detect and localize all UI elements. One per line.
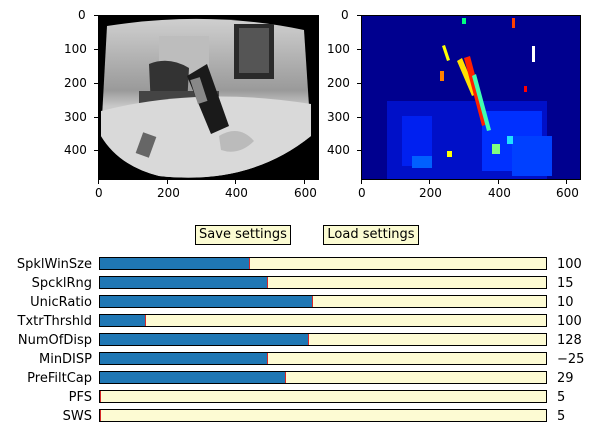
left-ytick-label: 200 [64, 76, 87, 90]
slider-track[interactable] [99, 409, 547, 422]
grayscale-camera-frame-icon [101, 18, 311, 178]
right-ytick-label: 200 [327, 76, 350, 90]
slider-label: NumOfDisp [17, 333, 92, 348]
right-xtick-label: 200 [419, 186, 442, 200]
slider-handle[interactable] [100, 410, 101, 421]
left-xtick-label: 400 [225, 186, 248, 200]
slider-track[interactable] [99, 295, 547, 308]
slider-track[interactable] [99, 371, 547, 384]
slider-track[interactable] [99, 276, 547, 289]
slider-value: 100 [557, 257, 582, 272]
slider-value: 100 [557, 314, 582, 329]
slider-row-txtrthrshld: TxtrThrshld 100 [0, 313, 596, 332]
slider-label: TxtrThrshld [17, 314, 92, 329]
load-settings-button[interactable]: Load settings [323, 225, 419, 245]
slider-label: UnicRatio [30, 295, 92, 310]
slider-value: 5 [557, 409, 566, 424]
slider-fill [100, 296, 312, 307]
slider-value: 10 [557, 295, 574, 310]
slider-fill [100, 277, 267, 288]
slider-label: MinDISP [38, 352, 92, 367]
slider-label: PreFiltCap [27, 371, 92, 386]
right-xtick-label: 0 [358, 186, 366, 200]
left-ytick-label: 400 [64, 143, 87, 157]
save-settings-button[interactable]: Save settings [195, 225, 291, 245]
left-ytick-label: 100 [64, 42, 87, 56]
left-xtick-label: 0 [95, 186, 103, 200]
right-xtick-label: 600 [556, 186, 579, 200]
left-xtick-label: 200 [157, 186, 180, 200]
slider-value: 128 [557, 333, 582, 348]
slider-handle[interactable] [267, 277, 268, 288]
slider-value: 15 [557, 276, 574, 291]
slider-fill [100, 372, 285, 383]
slider-track[interactable] [99, 390, 547, 403]
slider-label: PFS [68, 390, 92, 405]
slider-track[interactable] [99, 333, 547, 346]
left-image-axes [98, 15, 319, 180]
left-ytick-label: 0 [78, 8, 86, 22]
slider-track[interactable] [99, 352, 547, 365]
slider-handle[interactable] [100, 391, 101, 402]
slider-row-prefiltcap: PreFiltCap 29 [0, 370, 596, 389]
slider-fill [100, 315, 145, 326]
right-ytick-label: 0 [341, 8, 349, 22]
slider-fill [100, 353, 267, 364]
slider-row-sws: SWS 5 [0, 408, 596, 427]
slider-handle[interactable] [249, 258, 250, 269]
slider-handle[interactable] [267, 353, 268, 364]
right-xtick-label: 400 [488, 186, 511, 200]
right-ytick-label: 100 [327, 42, 350, 56]
slider-handle[interactable] [308, 334, 309, 345]
left-ytick-label: 300 [64, 110, 87, 124]
slider-label: SWS [62, 409, 92, 424]
slider-fill [100, 258, 249, 269]
right-ytick-label: 300 [327, 110, 350, 124]
slider-value: 29 [557, 371, 574, 386]
slider-row-spklwinsze: SpklWinSze 100 [0, 256, 596, 275]
slider-row-mindisp: MinDISP −25 [0, 351, 596, 370]
right-ytick-label: 400 [327, 143, 350, 157]
slider-value: 5 [557, 390, 566, 405]
slider-value: −25 [557, 352, 585, 367]
slider-row-unicratio: UnicRatio 10 [0, 294, 596, 313]
left-xtick-label: 600 [294, 186, 317, 200]
slider-row-spcklrng: SpcklRng 15 [0, 275, 596, 294]
slider-label: SpklWinSze [16, 257, 92, 272]
slider-handle[interactable] [312, 296, 313, 307]
slider-row-pfs: PFS 5 [0, 389, 596, 408]
slider-handle[interactable] [285, 372, 286, 383]
right-image-axes [361, 15, 581, 180]
slider-handle[interactable] [145, 315, 146, 326]
slider-track[interactable] [99, 257, 547, 270]
slider-label: SpcklRng [31, 276, 92, 291]
disparity-map-jet-icon [362, 16, 580, 179]
slider-fill [100, 334, 308, 345]
slider-row-numofdisp: NumOfDisp 128 [0, 332, 596, 351]
slider-track[interactable] [99, 314, 547, 327]
